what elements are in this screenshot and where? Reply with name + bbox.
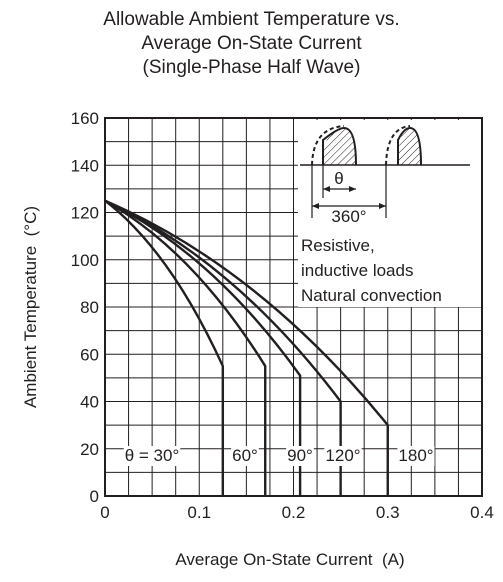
note-inductive-loads: inductive loads (301, 261, 413, 280)
x-tick-label: 0 (100, 503, 109, 522)
y-tick-label: 140 (71, 156, 99, 175)
series-line-1 (104, 199, 267, 496)
x-tick-label: 0.1 (187, 503, 211, 522)
y-axis-label: Ambient Temperature (°C) (21, 206, 40, 408)
series-line-3 (104, 199, 342, 496)
waveform-dashed-2 (385, 125, 411, 166)
y-tick-label: 20 (80, 440, 99, 459)
series-layer: θ = 30° 60° 90° 120° 180° (104, 199, 435, 496)
period-label: 360° (331, 207, 366, 226)
chart-title-line-3: (Single-Phase Half Wave) (142, 57, 361, 78)
x-tick-label: 0.3 (376, 503, 400, 522)
series-label-3: 120° (325, 446, 360, 465)
series-label-4: 180° (398, 446, 433, 465)
y-tick-label: 40 (80, 393, 99, 412)
note-resistive: Resistive, (301, 236, 375, 255)
conduction-region-1 (323, 128, 356, 165)
series-line-0 (104, 199, 225, 496)
waveform-dashed-1 (311, 125, 345, 166)
y-tick-label: 100 (71, 251, 99, 270)
chart-title-line-2: Average On-State Current (141, 33, 362, 54)
y-tick-label: 160 (71, 109, 99, 128)
x-axis-label: Average On-State Current (A) (175, 550, 404, 569)
dimension-arrowhead (379, 203, 386, 209)
theta-symbol: θ (334, 169, 343, 188)
waveform-inset (300, 125, 470, 218)
note-natural-convection: Natural convection (301, 286, 442, 305)
dimension-arrowhead (349, 186, 356, 192)
y-tick-label: 80 (80, 298, 99, 317)
y-tick-label: 60 (80, 345, 99, 364)
series-label-1: 60° (232, 446, 258, 465)
dimension-arrowhead (323, 186, 330, 192)
series-label-2: 90° (287, 446, 313, 465)
y-tick-label: 120 (71, 204, 99, 223)
series-label-0: θ = 30° (125, 446, 180, 465)
axis-ticks: 0 0.1 0.2 0.3 0.4 0 20 40 60 80 100 120 140 160 (71, 109, 494, 522)
plot-frame (104, 117, 483, 497)
waveform-solid-1 (322, 126, 357, 166)
dimension-arrowhead (312, 203, 319, 209)
series-line-4 (104, 199, 389, 496)
chart-title-line-1: Allowable Ambient Temperature vs. (103, 9, 400, 30)
waveform-solid-2 (397, 126, 422, 166)
y-tick-label: 0 (90, 487, 99, 506)
x-tick-label: 0.2 (282, 503, 306, 522)
conduction-region-2 (398, 128, 421, 165)
x-tick-label: 0.4 (470, 503, 494, 522)
